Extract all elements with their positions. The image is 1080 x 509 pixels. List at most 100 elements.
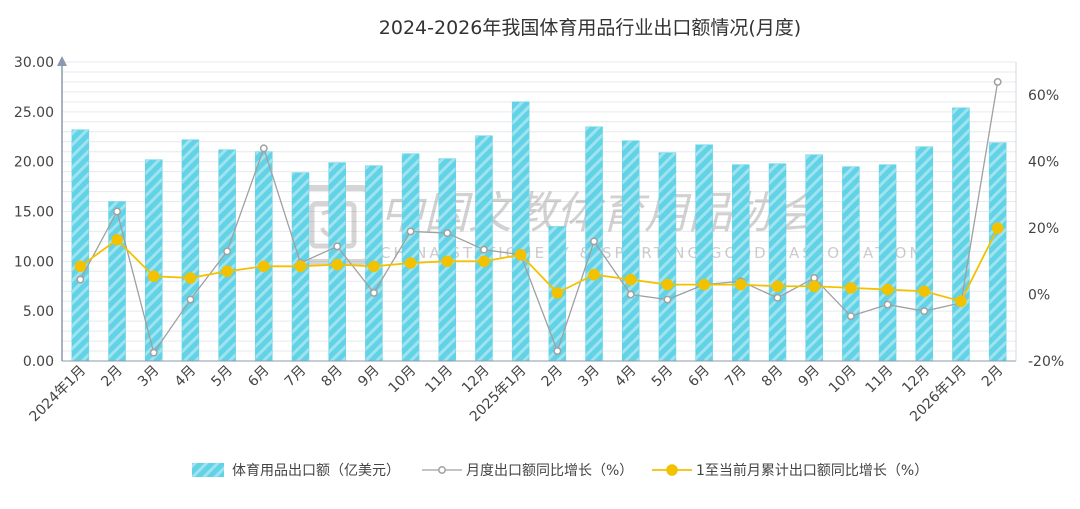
x-axis-tick-label: 6月 — [245, 363, 273, 391]
bar — [621, 140, 640, 362]
x-axis-tick-label: 9月 — [355, 363, 383, 391]
monthly-yoy-point — [626, 290, 635, 299]
monthly-yoy-point — [333, 242, 342, 251]
cumulative-yoy-point — [918, 285, 931, 297]
cumulative-yoy-point — [368, 260, 380, 273]
cumulative-yoy-point — [955, 295, 967, 307]
monthly-yoy-point — [443, 229, 452, 238]
x-axis-tick-label: 3月 — [575, 363, 603, 391]
bar — [768, 163, 787, 362]
cumulative-yoy-point — [698, 278, 710, 291]
monthly-yoy-point — [480, 245, 488, 254]
legend-label: 体育用品出口额（亿美元） — [232, 463, 400, 479]
monthly-yoy-point — [186, 295, 195, 304]
cumulative-yoy-point — [624, 273, 637, 286]
x-axis-tick-label: 4月 — [172, 363, 200, 391]
x-axis-tick-label: 5月 — [649, 363, 677, 391]
x-axis-tick-label: 7月 — [282, 363, 310, 391]
monthly-yoy-point — [406, 227, 415, 236]
cumulative-yoy-point — [808, 280, 820, 292]
left-axis-tick-label: 0.00 — [23, 354, 54, 370]
x-axis-tick-label: 2月 — [979, 363, 1007, 391]
monthly-yoy-point — [883, 300, 892, 309]
right-axis-tick-label: 60% — [1028, 88, 1059, 104]
right-axis-tick-label: 40% — [1028, 155, 1059, 171]
cumulative-yoy-point — [147, 270, 160, 283]
right-axis-tick-label: 0% — [1028, 288, 1050, 304]
bar — [988, 142, 1007, 362]
cumulative-yoy-point — [514, 248, 527, 261]
bar — [695, 144, 713, 362]
left-axis-tick-label: 20.00 — [14, 155, 54, 171]
x-axis-tick-label: 8月 — [759, 363, 787, 391]
cumulative-yoy-point — [441, 255, 454, 268]
monthly-yoy-point — [113, 207, 121, 216]
lines-layer — [74, 77, 1004, 357]
bar — [658, 152, 677, 362]
bar — [842, 166, 860, 362]
cumulative-yoy-point — [184, 272, 197, 284]
cumulative-yoy-point — [661, 278, 674, 291]
legend: 体育用品出口额（亿美元） 月度出口额同比增长（%） 1至当前月累计出口额同比增长（%… — [192, 462, 928, 479]
x-axis-tick-label: 7月 — [722, 363, 750, 391]
bar — [915, 146, 934, 362]
cumulative-yoy-point — [258, 260, 270, 273]
legend-cumulative-marker-icon — [666, 464, 678, 476]
cumulative-yoy-point — [588, 268, 600, 281]
x-axis-tick-label: 12月 — [459, 363, 493, 397]
cumulative-yoy-point — [771, 280, 784, 292]
right-axis-tick-label: -20% — [1028, 354, 1064, 370]
cumulative-yoy-line — [79, 227, 999, 303]
right-axis-tick-label: 20% — [1028, 221, 1059, 237]
cumulative-yoy-point — [404, 257, 417, 269]
bar — [878, 164, 897, 362]
monthly-yoy-line — [79, 81, 999, 355]
axis-arrow-icon — [57, 56, 67, 66]
x-axis-tick-label: 8月 — [318, 363, 346, 391]
cumulative-yoy-point — [74, 260, 87, 273]
cumulative-yoy-point — [331, 258, 343, 271]
bars-layer — [71, 101, 1007, 362]
x-axis-tick-label: 2月 — [98, 363, 126, 391]
x-axis-tick-label: 11月 — [422, 363, 456, 397]
bar — [732, 164, 750, 362]
legend-label: 月度出口额同比增长（%） — [466, 463, 633, 479]
monthly-yoy-point — [846, 312, 855, 321]
x-axis-tick-label: 5月 — [208, 363, 236, 391]
left-axis-tick-label: 30.00 — [14, 55, 54, 71]
monthly-yoy-point — [993, 77, 1002, 86]
watermark: 中国文教体育用品协会 CHINA STATIONERY & SPORTING G… — [293, 185, 921, 265]
bar — [511, 101, 530, 362]
left-axis-tick-label: 5.00 — [23, 304, 54, 320]
monthly-yoy-point — [223, 247, 232, 256]
bar — [952, 107, 970, 362]
x-axis-tick-label: 11月 — [863, 363, 897, 397]
monthly-yoy-point — [149, 348, 158, 357]
monthly-yoy-point — [259, 144, 268, 153]
cumulative-yoy-point — [845, 282, 857, 294]
cumulative-yoy-point — [478, 255, 490, 268]
x-axis-tick-label: 3月 — [135, 363, 163, 391]
monthly-yoy-point — [773, 293, 782, 302]
cumulative-yoy-point — [735, 278, 747, 291]
x-axis-tick-label: 9月 — [795, 363, 823, 391]
x-axis-tick-label: 10月 — [386, 363, 420, 397]
monthly-yoy-point — [810, 273, 819, 282]
legend-monthly-marker-icon — [438, 466, 446, 474]
monthly-yoy-point — [590, 237, 598, 246]
cumulative-yoy-point — [221, 265, 233, 278]
bar — [71, 129, 90, 362]
bar — [218, 149, 236, 362]
left-axis-tick-label: 10.00 — [14, 254, 54, 270]
bar — [181, 139, 200, 362]
chart-title: 2024-2026年我国体育用品行业出口额情况(月度) — [379, 17, 801, 39]
x-axis-tick-label: 4月 — [612, 363, 640, 391]
monthly-yoy-point — [663, 295, 672, 304]
x-axis-tick-label: 2024年1月 — [27, 363, 90, 426]
bar — [805, 154, 823, 362]
monthly-yoy-point — [76, 275, 85, 284]
monthly-yoy-point — [920, 307, 929, 316]
bar — [108, 201, 126, 362]
